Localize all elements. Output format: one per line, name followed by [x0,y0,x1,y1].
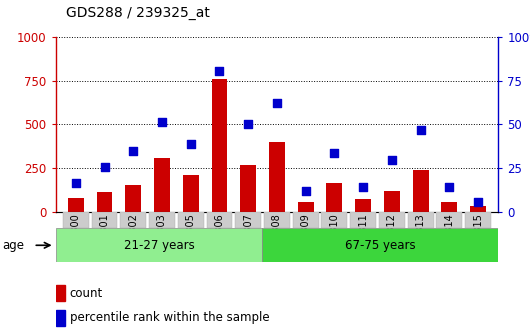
FancyBboxPatch shape [149,212,175,228]
Bar [298,202,314,212]
Text: age: age [3,239,25,252]
Text: GSM5305: GSM5305 [186,213,196,260]
Text: GSM5315: GSM5315 [473,213,483,260]
FancyBboxPatch shape [207,212,232,228]
Bar [470,206,486,212]
Point [72,180,80,185]
Bar [183,175,199,212]
Bar [326,183,342,212]
Text: GSM5311: GSM5311 [358,213,368,260]
Text: GSM5309: GSM5309 [301,213,311,260]
Text: GSM5302: GSM5302 [128,213,138,260]
Bar [211,79,227,212]
FancyBboxPatch shape [408,212,434,228]
Text: GSM5312: GSM5312 [387,213,397,260]
FancyBboxPatch shape [92,212,118,228]
FancyBboxPatch shape [120,212,146,228]
Text: GSM5307: GSM5307 [243,213,253,260]
Bar [355,199,371,212]
Text: count: count [69,287,103,300]
FancyBboxPatch shape [63,212,89,228]
Text: GSM5300: GSM5300 [71,213,81,260]
Text: percentile rank within the sample: percentile rank within the sample [69,311,269,324]
Bar [240,165,256,212]
Bar [441,202,457,212]
Text: GDS288 / 239325_at: GDS288 / 239325_at [66,6,210,20]
Text: GSM5313: GSM5313 [416,213,426,260]
Bar [154,158,170,212]
Point [387,158,396,163]
FancyBboxPatch shape [465,212,491,228]
Point [474,199,482,205]
Bar [269,142,285,212]
Point [273,101,281,106]
Point [445,184,454,190]
Point [100,164,109,170]
Text: GSM5310: GSM5310 [330,213,339,260]
FancyBboxPatch shape [379,212,405,228]
Bar [56,285,65,301]
Text: 21-27 years: 21-27 years [123,239,195,252]
Point [187,141,195,146]
Text: GSM5306: GSM5306 [215,213,224,260]
Bar [56,310,65,326]
Bar [68,198,84,212]
Text: GSM5301: GSM5301 [100,213,110,260]
FancyBboxPatch shape [436,212,462,228]
Point [359,184,367,190]
Point [302,188,310,194]
FancyBboxPatch shape [262,228,498,262]
FancyBboxPatch shape [264,212,290,228]
Text: 67-75 years: 67-75 years [345,239,416,252]
Point [417,128,425,133]
FancyBboxPatch shape [235,212,261,228]
Point [244,122,252,127]
FancyBboxPatch shape [178,212,204,228]
FancyBboxPatch shape [293,212,319,228]
Text: GSM5314: GSM5314 [444,213,454,260]
Text: GSM5308: GSM5308 [272,213,282,260]
FancyBboxPatch shape [322,212,347,228]
Point [330,151,339,156]
Bar [413,170,429,212]
FancyBboxPatch shape [56,228,262,262]
Point [215,68,224,74]
Bar [96,193,112,212]
FancyBboxPatch shape [350,212,376,228]
Bar [125,184,141,212]
Text: GSM5303: GSM5303 [157,213,167,260]
Point [129,149,137,154]
Point [158,119,166,124]
Bar [384,191,400,212]
